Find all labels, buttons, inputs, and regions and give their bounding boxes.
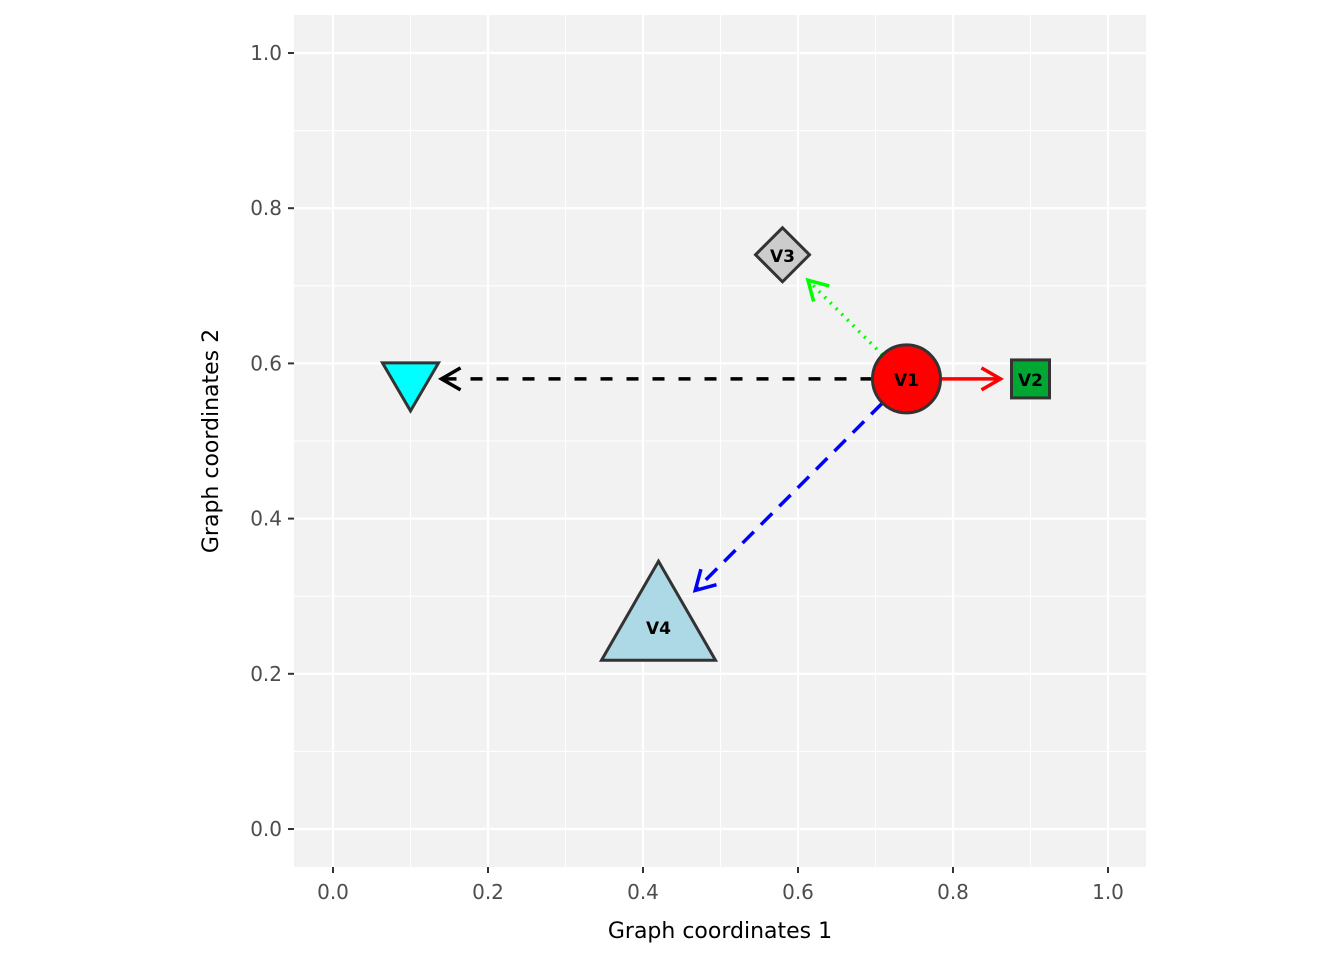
node-triangle-up [598, 558, 719, 662]
edge-line [806, 278, 884, 357]
x-tick-label: 0.0 [317, 880, 349, 904]
edge-V1-V5 [438, 366, 873, 392]
arrowhead [805, 277, 830, 302]
edge-line [694, 401, 884, 592]
nodes: V1 V2 V3 V4 [379, 225, 1051, 662]
node-square [1010, 358, 1051, 400]
y-tick-label: 0.0 [250, 817, 282, 841]
x-tick-label: 0.4 [627, 880, 659, 904]
node-V2: V2 [1010, 358, 1051, 400]
node-triangle-down [379, 361, 442, 414]
edges [438, 277, 1004, 593]
node-V4: V4 [598, 558, 719, 662]
node-label: V1 [894, 371, 919, 391]
node-V3: V3 [753, 225, 812, 284]
edge-V1-V4 [692, 401, 884, 593]
arrowhead [980, 366, 1004, 392]
y-tick-label: 0.6 [250, 351, 282, 375]
axes: 0.0 0.2 0.4 0.6 0.8 1.0 0.0 0.2 0.4 0.6 0.8 1.0 [250, 41, 1124, 904]
y-tick-label: 1.0 [250, 41, 282, 65]
node-label: V3 [770, 247, 795, 267]
arrowhead [692, 568, 717, 593]
arrowhead [438, 366, 462, 392]
edge-V1-V3 [805, 277, 884, 357]
node-label: V2 [1018, 371, 1043, 391]
y-axis-title: Graph coordinates 2 [199, 329, 224, 553]
node-label: V4 [646, 619, 671, 639]
node-V5 [379, 361, 442, 414]
x-tick-label: 0.2 [472, 880, 504, 904]
x-axis-title: Graph coordinates 1 [608, 919, 832, 944]
node-circle [871, 343, 942, 415]
y-tick-label: 0.4 [250, 507, 282, 531]
gridlines [294, 15, 1146, 867]
x-tick-label: 1.0 [1092, 880, 1124, 904]
edge-V1-V2 [940, 366, 1004, 392]
node-diamond [753, 225, 812, 284]
y-tick-label: 0.2 [250, 662, 282, 686]
node-V1: V1 [871, 343, 942, 415]
x-tick-label: 0.6 [782, 880, 814, 904]
y-tick-label: 0.8 [250, 196, 282, 220]
x-tick-label: 0.8 [937, 880, 969, 904]
